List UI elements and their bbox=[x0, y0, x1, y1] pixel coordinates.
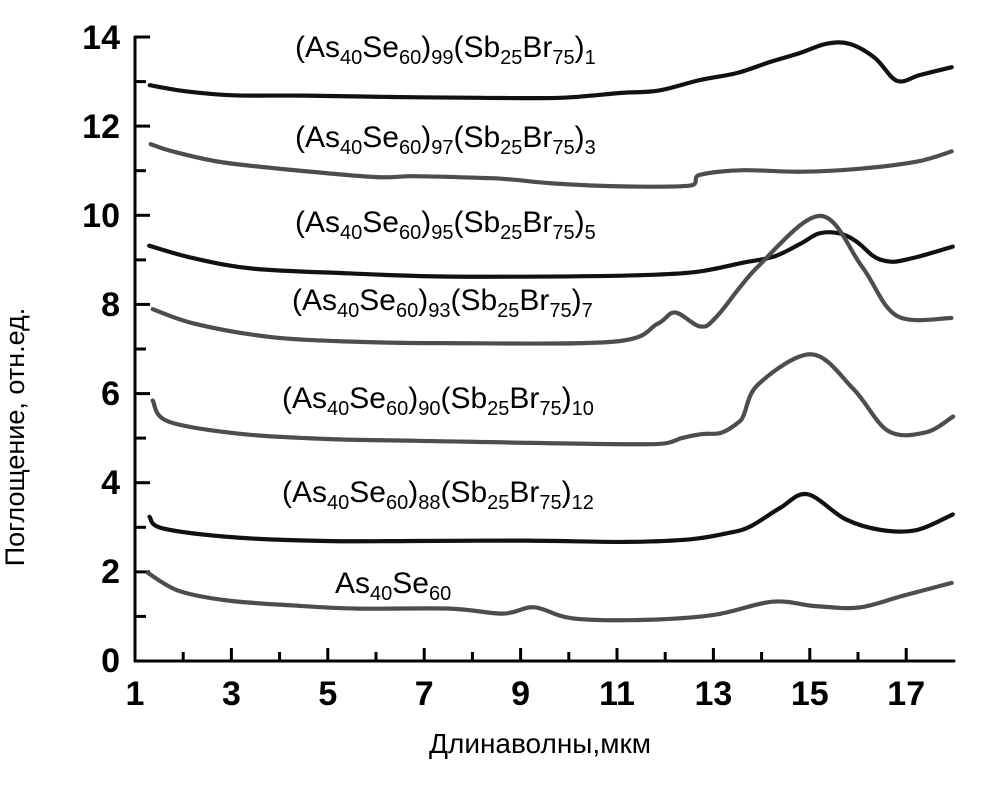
svg-text:Длинаволны,мкм: Длинаволны,мкм bbox=[429, 728, 651, 759]
svg-text:5: 5 bbox=[318, 675, 337, 713]
svg-text:17: 17 bbox=[887, 675, 925, 713]
svg-text:(As40Se60)88(Sb25Br75)12: (As40Se60)88(Sb25Br75)12 bbox=[282, 476, 594, 514]
svg-text:13: 13 bbox=[694, 675, 732, 713]
svg-text:Поглощение, отн.ед.: Поглощение, отн.ед. bbox=[0, 308, 30, 567]
svg-text:1: 1 bbox=[126, 675, 145, 713]
svg-text:(As40Se60)95(Sb25Br75)5: (As40Se60)95(Sb25Br75)5 bbox=[295, 206, 596, 244]
svg-text:0: 0 bbox=[101, 642, 120, 680]
svg-text:14: 14 bbox=[82, 19, 120, 57]
svg-text:10: 10 bbox=[82, 197, 120, 235]
svg-text:4: 4 bbox=[101, 464, 120, 502]
svg-text:9: 9 bbox=[511, 675, 530, 713]
svg-text:8: 8 bbox=[101, 286, 120, 324]
svg-text:(As40Se60)97(Sb25Br75)3: (As40Se60)97(Sb25Br75)3 bbox=[295, 121, 596, 159]
svg-text:6: 6 bbox=[101, 375, 120, 413]
svg-text:(As40Se60)93(Sb25Br75)7: (As40Se60)93(Sb25Br75)7 bbox=[292, 284, 593, 322]
svg-text:12: 12 bbox=[82, 108, 120, 146]
svg-text:(As40Se60)99(Sb25Br75)1: (As40Se60)99(Sb25Br75)1 bbox=[295, 31, 596, 69]
svg-text:11: 11 bbox=[599, 675, 635, 713]
svg-text:15: 15 bbox=[791, 675, 829, 713]
svg-text:(As40Se60)90(Sb25Br75)10: (As40Se60)90(Sb25Br75)10 bbox=[282, 382, 594, 420]
svg-text:2: 2 bbox=[101, 553, 120, 591]
svg-text:7: 7 bbox=[415, 675, 434, 713]
svg-text:3: 3 bbox=[222, 675, 241, 713]
svg-text:As40Se60: As40Se60 bbox=[335, 567, 451, 605]
